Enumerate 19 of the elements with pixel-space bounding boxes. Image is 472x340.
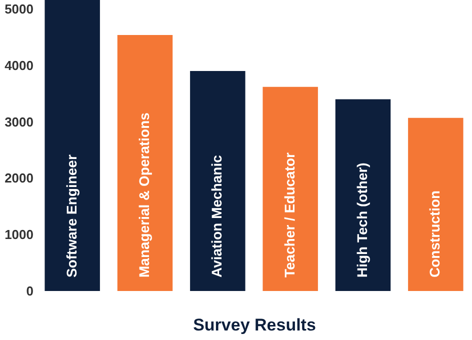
- x-tick-label: Managerial & Operations: [136, 112, 152, 278]
- x-axis-title: Survey Results: [193, 316, 316, 334]
- x-tick-label: Aviation Mechanic: [208, 154, 225, 278]
- bar: [190, 71, 246, 291]
- bar: [335, 99, 391, 291]
- bar: [117, 34, 173, 291]
- y-tick-label: 0: [26, 284, 34, 298]
- y-tick-label: 1000: [4, 227, 34, 242]
- y-tick-label: 5000: [4, 2, 34, 17]
- y-tick-label: 4000: [4, 58, 34, 73]
- bar: [408, 118, 464, 291]
- x-tick-label: Teacher / Educator: [281, 152, 298, 278]
- x-tick-label: High Tech (other): [354, 162, 370, 278]
- bar: [44, 0, 100, 291]
- x-tick-label: Software Engineer: [63, 154, 80, 278]
- y-tick-label: 2000: [4, 170, 34, 186]
- bar: [262, 86, 318, 291]
- y-tick-label: 3000: [4, 114, 34, 130]
- x-tick-label: Construction: [426, 190, 443, 278]
